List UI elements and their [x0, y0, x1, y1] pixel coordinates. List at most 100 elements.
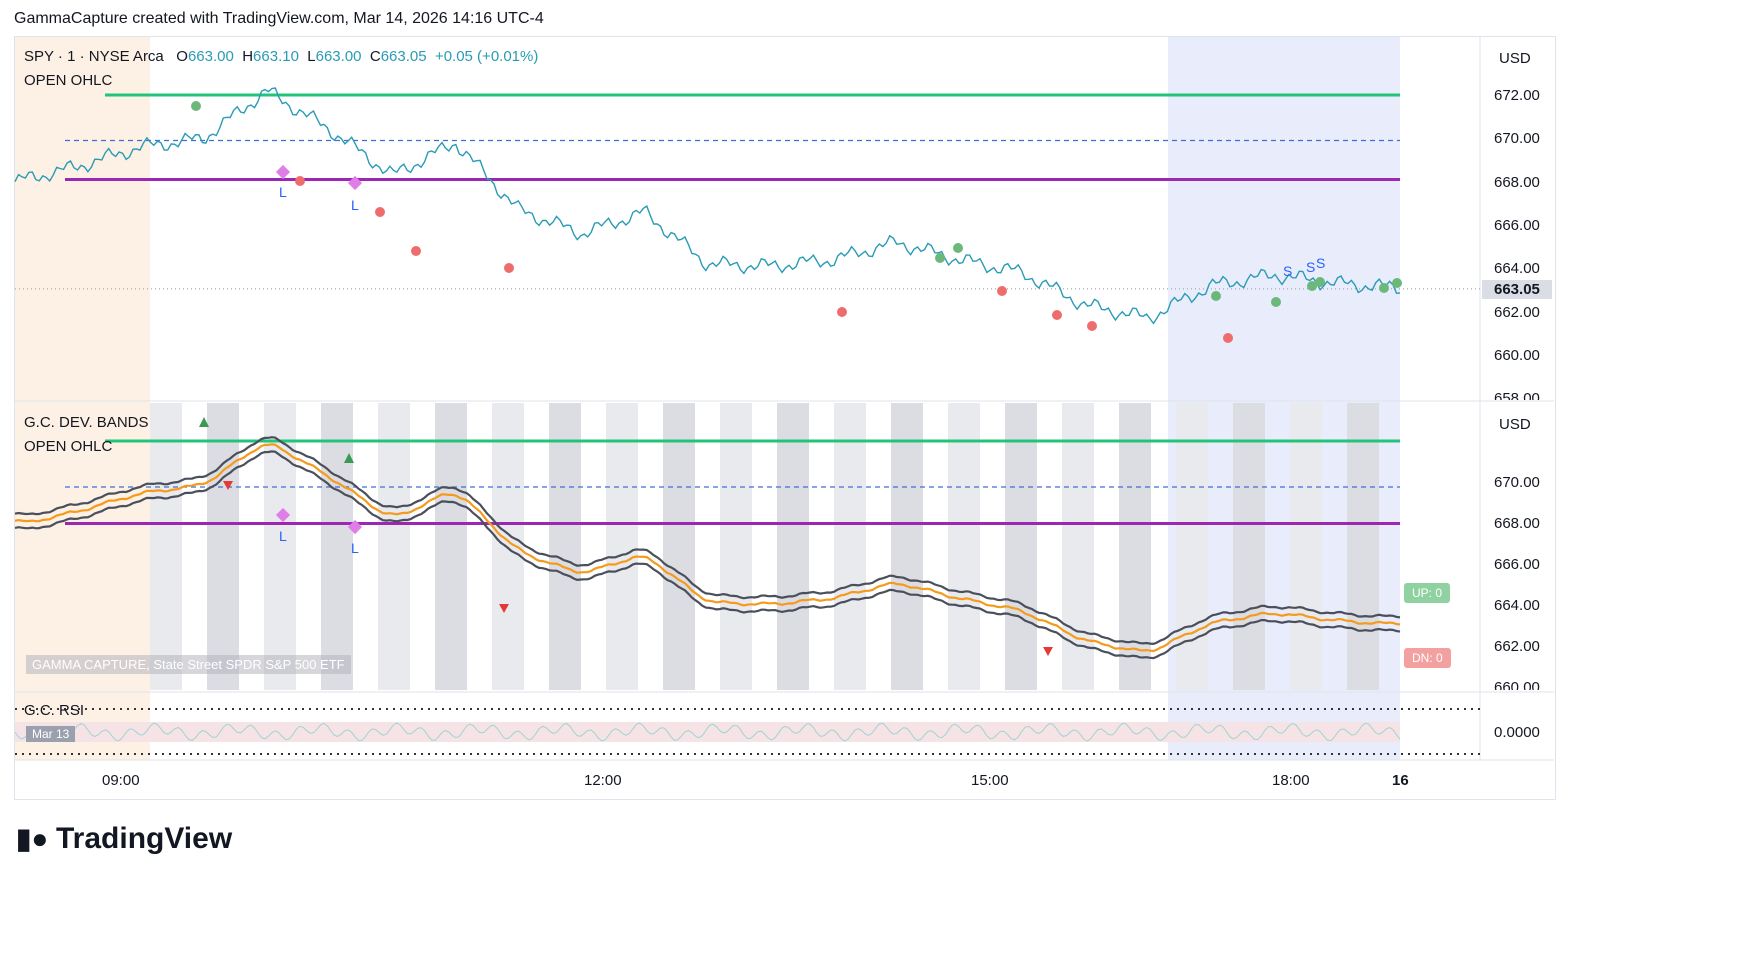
main-pane [14, 87, 1480, 325]
chart-frame [14, 36, 1556, 800]
change-value: +0.05 (+0.01%) [434, 48, 539, 65]
sell-marker [1087, 321, 1097, 331]
sell-marker [411, 246, 421, 256]
band-stripe [606, 403, 638, 690]
symbol-name: SPY · 1 · NYSE Arca [24, 48, 164, 65]
band-stripe [492, 403, 524, 690]
buy-marker [1271, 297, 1281, 307]
indicator-rsi[interactable]: G.C. RSI [24, 702, 85, 719]
sell-marker [375, 207, 385, 217]
high-value: 663.10 [253, 48, 299, 65]
tradingview-logo[interactable]: ▮● TradingView [16, 822, 232, 856]
buy-marker [935, 253, 945, 263]
time-tick: 18:00 [1272, 772, 1310, 789]
low-label: L [307, 48, 316, 65]
band-stripe [207, 403, 239, 690]
sell-marker [1223, 333, 1233, 343]
indicator-open-ohlc-2[interactable]: OPEN OHLC [24, 438, 113, 455]
band-stripe [1176, 403, 1208, 690]
last-price-label: 663.05 [1482, 280, 1552, 299]
band-tick: 660.00 [1494, 679, 1540, 690]
band-tick: 662.00 [1494, 638, 1540, 655]
price-series-line [14, 87, 1401, 325]
sell-marker [1052, 310, 1062, 320]
band-tick: 664.00 [1494, 597, 1540, 614]
band-stripe [1347, 403, 1379, 690]
buy-marker [191, 101, 201, 111]
band-lower [14, 450, 1401, 660]
sell-marker [504, 263, 514, 273]
header-title: GammaCapture created with TradingView.co… [14, 10, 544, 27]
time-tick: 12:00 [584, 772, 622, 789]
rsi-zone [15, 722, 1400, 742]
down-triangle [223, 481, 233, 490]
up-triangle [344, 453, 354, 463]
sell-marker [837, 307, 847, 317]
currency-bands[interactable]: USD [1499, 416, 1531, 433]
diamond-marker [347, 175, 363, 191]
band-stripe [1062, 403, 1094, 690]
currency-main[interactable]: USD [1499, 50, 1531, 67]
price-tick: 660.00 [1494, 347, 1540, 364]
low-value: 663.00 [315, 48, 362, 65]
band-stripe [1119, 403, 1151, 690]
time-tick: 15:00 [971, 772, 1009, 789]
up-triangle [199, 417, 209, 427]
band-stripes [150, 403, 1379, 690]
band-stripe [378, 403, 410, 690]
sell-marker [295, 176, 305, 186]
buy-marker [1379, 283, 1389, 293]
symbol-legend[interactable]: SPY · 1 · NYSE Arca O663.00 H663.10 L663… [24, 48, 538, 65]
long-label: L [351, 197, 359, 213]
buy-marker [953, 243, 963, 253]
band-stripe [720, 403, 752, 690]
open-label: O [176, 48, 188, 65]
premarket-shade [15, 37, 150, 760]
long-label: L [279, 184, 287, 200]
close-value: 663.05 [380, 48, 427, 65]
diamond-marker [347, 519, 363, 535]
sell-marker [997, 286, 1007, 296]
down-triangle [1043, 647, 1053, 656]
high-label: H [242, 48, 254, 65]
long-label: L [351, 540, 359, 556]
band-upper [14, 436, 1401, 646]
band-tick: 668.00 [1494, 515, 1540, 532]
rsi-pane [14, 708, 1480, 755]
band-tick: 666.00 [1494, 556, 1540, 573]
indicator-dev-bands[interactable]: G.C. DEV. BANDS [24, 414, 149, 431]
up-badge: UP: 0 [1404, 583, 1451, 603]
band-stripe [891, 403, 923, 690]
short-label: S [1283, 263, 1292, 279]
price-tick: 672.00 [1494, 87, 1540, 104]
band-stripe [549, 403, 581, 690]
date-tag: Mar 13 [26, 726, 76, 742]
band-pane [14, 436, 1401, 660]
rsi-line [14, 722, 1401, 742]
band-stripe [834, 403, 866, 690]
band-stripe [663, 403, 695, 690]
short-label: S [1316, 255, 1325, 271]
buy-marker [1315, 277, 1325, 287]
price-tick: 658.00 [1494, 390, 1540, 400]
brand-text: TradingView [56, 822, 233, 855]
band-stripe [435, 403, 467, 690]
band-stripe [1005, 403, 1037, 690]
open-value: 663.00 [187, 48, 234, 65]
buy-marker [1307, 281, 1317, 291]
band-stripe [777, 403, 809, 690]
price-tick: 662.00 [1494, 304, 1540, 321]
indicator-open-ohlc[interactable]: OPEN OHLC [24, 72, 113, 89]
price-tick: 666.00 [1494, 217, 1540, 234]
band-stripe [948, 403, 980, 690]
diamond-marker [275, 164, 291, 180]
band-tick: 670.00 [1494, 474, 1540, 491]
short-label: S [1306, 259, 1315, 275]
band-stripe [321, 403, 353, 690]
diamond-marker [275, 507, 291, 523]
band-stripe [150, 403, 182, 690]
buy-marker [1392, 278, 1402, 288]
buy-marker [1211, 291, 1221, 301]
tv-logo-icon: ▮● [16, 823, 49, 854]
